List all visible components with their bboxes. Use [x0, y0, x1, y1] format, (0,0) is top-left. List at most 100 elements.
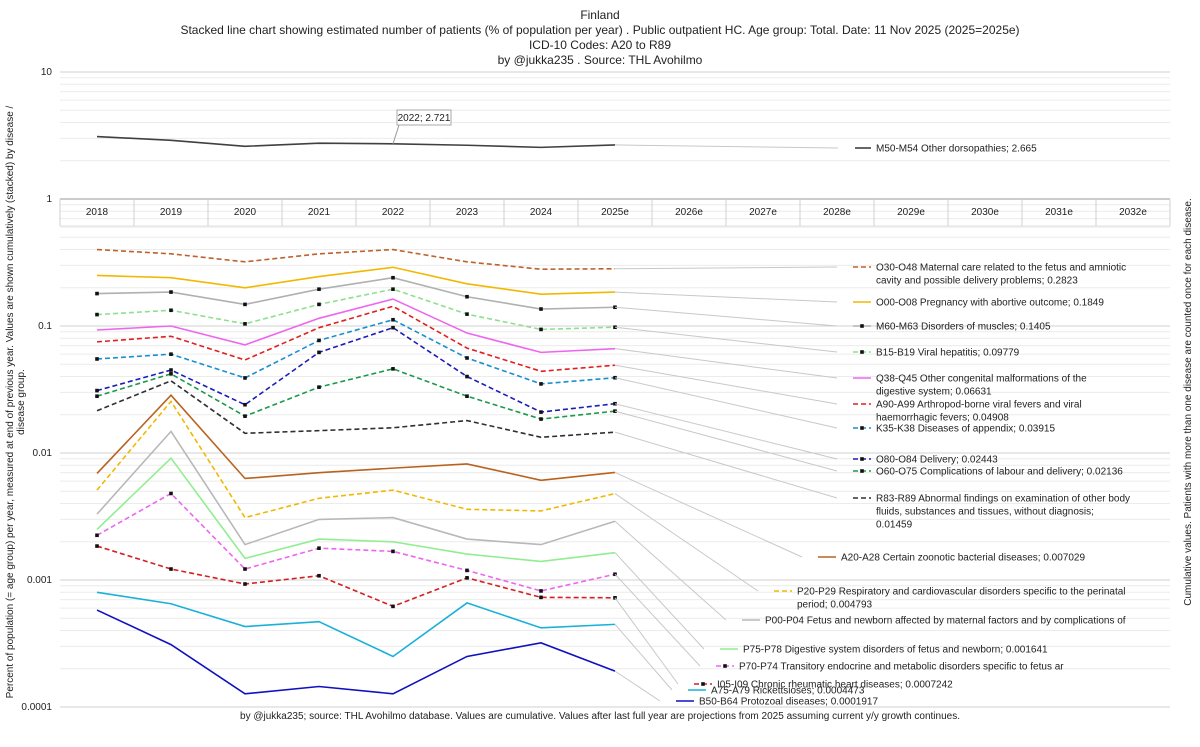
y-tick-label: 0.0001 [21, 702, 52, 713]
data-point [465, 568, 469, 573]
legend-label: M50-M54 Other dorsopathies; 2.665 [876, 144, 1037, 155]
legend-label: O60-O75 Complications of labour and deli… [876, 467, 1123, 478]
series-line [96, 394, 616, 482]
legend-label-line: 0.01459 [876, 520, 913, 531]
legend-label-line: O60-O75 Complications of labour and deli… [876, 467, 1123, 478]
data-point [465, 294, 469, 299]
legend-label: O00-O08 Pregnancy with abortive outcome;… [876, 298, 1104, 309]
data-point [243, 322, 247, 326]
series-line [96, 609, 616, 695]
x-tick-label: 2027e [749, 207, 777, 218]
x-tick-label: 2026e [675, 207, 703, 218]
series-line [96, 400, 616, 519]
data-point [95, 544, 99, 548]
data-point [391, 604, 395, 609]
legend-marker [860, 324, 864, 328]
data-point [243, 414, 247, 418]
annotation-box [396, 109, 452, 126]
legend-label: B15-B19 Viral hepatitis; 0.09779 [876, 348, 1020, 359]
data-point [169, 290, 173, 294]
legend-label: B50-B64 Protozoal diseases; 0.0001917 [699, 697, 878, 708]
data-point [317, 573, 321, 578]
legend-label: P75-P78 Digestive system disorders of fe… [743, 645, 1048, 656]
x-tick-label: 2019 [160, 207, 183, 218]
legend-leader-line [614, 348, 838, 379]
legend-label-line: P70-P74 Transitory endocrine and metabol… [739, 662, 1064, 673]
data-point [317, 338, 321, 343]
legend-leader-line [614, 306, 838, 327]
legend-leader-line [614, 597, 679, 685]
legend-label: O30-O48 Maternal care related to the fet… [876, 263, 1126, 287]
legend-label-line: digestive system; 0.06631 [876, 387, 992, 398]
y-axis-label: Percent of population (= age group) per … [5, 105, 27, 699]
legend-label-line: M60-M63 Disorders of muscles; 0.1405 [876, 322, 1051, 333]
right-note-label: Cumulative values. Patients with more th… [1183, 198, 1194, 606]
legend-label-line: haemorrhagic fevers; 0.04908 [876, 413, 1009, 424]
data-point [169, 491, 173, 496]
data-point [95, 291, 99, 296]
data-point [317, 350, 321, 355]
data-point [465, 576, 469, 580]
data-point [95, 388, 99, 393]
legend-label-line: O80-O84 Delivery; 0.02443 [876, 455, 998, 466]
legend-label: P70-P74 Transitory endocrine and metabol… [739, 662, 1064, 673]
legend-label-line: fluids, substances and tissues, without … [876, 507, 1094, 518]
x-tick-label: 2024 [530, 207, 553, 218]
data-point [95, 394, 99, 399]
series-line [96, 591, 616, 658]
data-point [465, 374, 469, 379]
x-tick-label: 2020 [234, 207, 257, 218]
data-point [539, 327, 543, 332]
data-point [243, 567, 247, 571]
legend-label-line: R83-R89 Abnormal findings on examination… [876, 494, 1130, 505]
chart-title: Finland Stacked line chart showing estim… [0, 8, 1200, 68]
data-point [243, 402, 247, 407]
data-point [391, 317, 395, 322]
legend-label-line: Q38-Q45 Other congenital malformations o… [876, 374, 1087, 385]
legend-label-line: B15-B19 Viral hepatitis; 0.09779 [876, 348, 1020, 359]
series-line [96, 276, 616, 310]
data-point [539, 410, 543, 414]
data-point [95, 533, 99, 538]
legend-leader-line [614, 326, 838, 353]
data-point [243, 376, 247, 380]
series-line [96, 379, 616, 439]
legend-marker [860, 457, 864, 461]
legend-label-line: period; 0.004793 [797, 600, 873, 611]
y-tick-label: 1 [46, 194, 52, 205]
data-point [95, 312, 99, 317]
data-point [465, 356, 469, 360]
legend-leader-line [614, 291, 838, 303]
legend-leader-line [614, 377, 838, 429]
legend-label: A75-A79 Rickettsioses; 0.0004473 [711, 686, 865, 697]
y-tick-label: 0.01 [33, 448, 53, 459]
legend-label: R83-R89 Abnormal findings on examination… [876, 494, 1130, 531]
legend-label-line: P20-P29 Respiratory and cardiovascular d… [797, 587, 1126, 598]
legend-label: A20-A28 Certain zoonotic bacterial disea… [841, 553, 1085, 564]
title-line-4: by @jukka235 . Source: THL Avohilmo [497, 53, 703, 67]
x-tick-label: 2030e [971, 207, 999, 218]
legend-label-line: A90-A99 Arthropod-borne viral fevers and… [876, 400, 1082, 411]
legend-leader-line [614, 410, 838, 472]
data-point [391, 367, 395, 371]
legend-label: O80-O84 Delivery; 0.02443 [876, 455, 998, 466]
x-tick-label: 2031e [1045, 207, 1073, 218]
y-tick-label: 0.1 [38, 321, 52, 332]
legend-leader-line [614, 403, 838, 460]
legend-leader-line [614, 493, 759, 592]
legend-label-line: K35-K38 Diseases of appendix; 0.03915 [876, 424, 1055, 435]
series-line [96, 266, 616, 295]
title-line-2: Stacked line chart showing estimated num… [180, 23, 1020, 37]
legend-marker [701, 682, 705, 686]
data-point [243, 582, 247, 586]
series-line [96, 456, 616, 563]
title-line-3: ICD-10 Codes: A20 to R89 [528, 38, 672, 52]
legend-label: P00-P04 Fetus and newborn affected by ma… [765, 616, 1126, 627]
data-point [317, 287, 321, 291]
data-point [169, 567, 173, 571]
x-tick-label: 2018 [86, 207, 109, 218]
data-point [613, 409, 617, 413]
series-line [96, 288, 616, 331]
legend-leader-line [614, 431, 838, 499]
